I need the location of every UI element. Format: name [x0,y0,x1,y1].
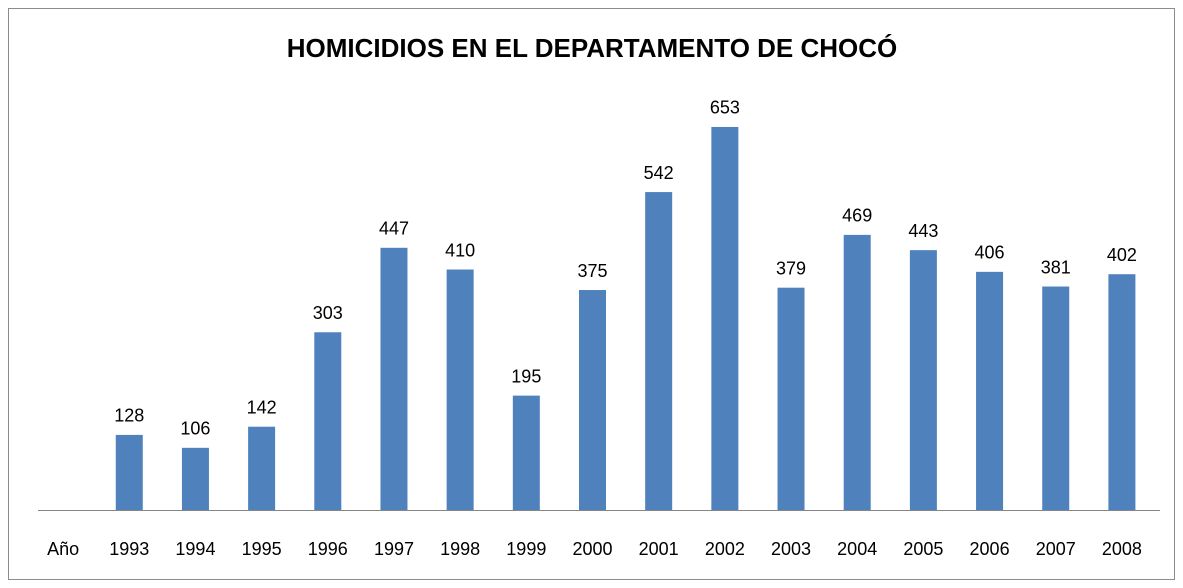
x-tick-label: 2004 [837,539,877,559]
bar [248,426,276,510]
data-label: 128 [114,406,144,426]
bar [579,290,606,510]
bar [843,234,871,510]
bar [115,434,143,510]
data-label: 469 [842,206,872,226]
data-label: 195 [511,366,541,386]
x-tick-label: 1996 [308,539,348,559]
bar [446,269,474,510]
data-label: 410 [445,240,475,260]
x-tick-label: 2007 [1036,539,1076,559]
bar [976,271,1004,510]
data-label: 406 [975,243,1005,263]
x-tick-label: 1993 [109,539,149,559]
data-label: 653 [710,98,740,118]
bar [777,287,805,510]
x-tick-label: 2001 [639,539,679,559]
x-tick-label: 1997 [374,539,414,559]
bar [645,192,673,510]
bar [909,250,937,510]
x-tick-label: 1999 [506,539,546,559]
data-label: 447 [379,219,409,239]
x-tick-label: 2002 [705,539,745,559]
bar [512,395,540,510]
x-tick-label: 1994 [175,539,215,559]
data-label: 542 [644,163,674,183]
bar [1108,274,1136,510]
x-tick-label: 2003 [771,539,811,559]
bar [380,247,408,511]
x-tick-label: 2006 [970,539,1010,559]
data-label: 375 [577,261,607,281]
bar [314,332,342,510]
data-label: 443 [908,221,938,241]
x-tick-label: 2000 [572,539,612,559]
x-tick-label: Año [47,539,79,559]
bar [181,447,209,510]
x-tick-label: 1995 [242,539,282,559]
bar [711,126,739,510]
x-tick-label: 1998 [440,539,480,559]
x-tick-label: 2008 [1102,539,1142,559]
bar [1042,286,1070,510]
data-label: 142 [247,397,277,417]
data-label: 106 [180,419,210,439]
x-tick-label: 2005 [903,539,943,559]
data-label: 379 [776,258,806,278]
data-label: 402 [1107,245,1137,265]
data-label: 303 [313,303,343,323]
chart-title: HOMICIDIOS EN EL DEPARTAMENTO DE CHOCÓ [287,33,898,63]
data-label: 381 [1041,257,1071,277]
